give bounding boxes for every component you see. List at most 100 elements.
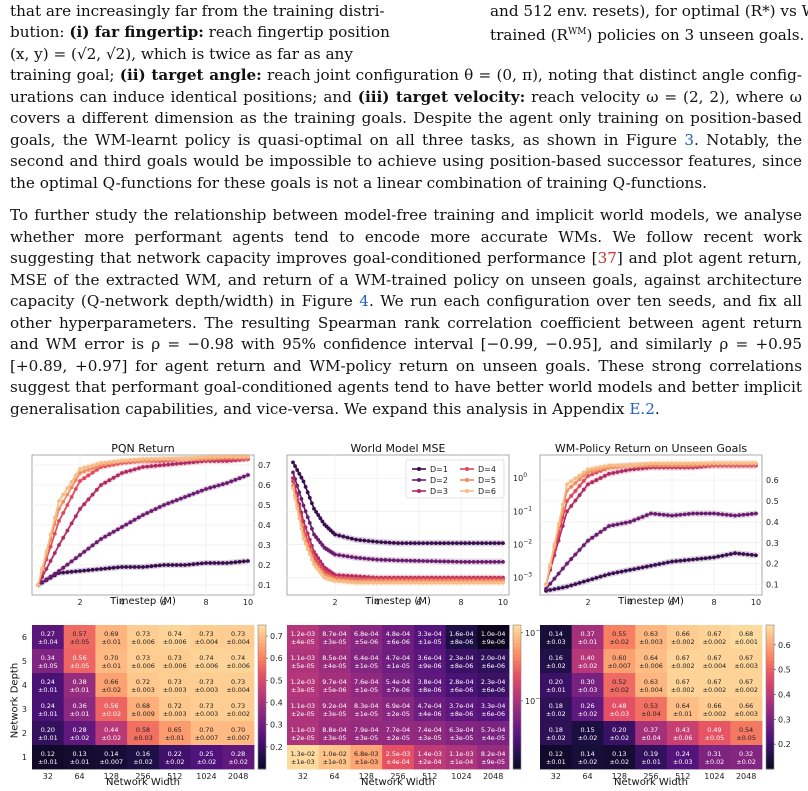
data-point — [733, 551, 737, 556]
cell-value: 8.8e-04 — [322, 726, 347, 734]
heatmap-cell — [445, 697, 478, 722]
data-point — [674, 461, 679, 466]
data-point — [237, 476, 242, 481]
data-point — [716, 461, 721, 466]
data-point — [73, 478, 78, 483]
data-point — [295, 468, 300, 472]
colorbar-segment — [513, 650, 521, 655]
colorbar-label: 0.2 — [778, 740, 791, 749]
figure-link[interactable]: 4 — [359, 292, 369, 310]
data-point — [166, 563, 171, 567]
data-point — [632, 518, 637, 523]
heatmap-cell — [63, 697, 96, 722]
cell-value: 0.56 — [72, 654, 86, 662]
heatmap-cell — [127, 673, 160, 698]
colorbar-label: 0.5 — [778, 666, 791, 675]
heatmap-cell — [540, 649, 573, 674]
cell-value: 0.73 — [136, 654, 150, 662]
data-point — [318, 516, 323, 521]
heatmap-cell — [698, 649, 731, 674]
cell-error: ±0.003 — [163, 710, 187, 718]
data-point — [153, 507, 158, 511]
colorbar-segment — [513, 747, 521, 752]
heatmap-cell — [413, 625, 446, 650]
data-point — [379, 557, 384, 562]
data-point — [707, 511, 712, 516]
colorbar-segment — [258, 668, 266, 673]
data-point — [349, 574, 354, 578]
cell-error: ±0.006 — [639, 662, 663, 670]
heatmap-cell — [127, 721, 160, 746]
data-point — [174, 563, 179, 567]
colorbar-segment — [513, 700, 521, 705]
data-point — [569, 557, 574, 561]
data-point — [220, 561, 225, 565]
cell-error: ±0.01 — [546, 758, 566, 766]
appendix-link[interactable]: E.2 — [629, 400, 655, 418]
figure-link[interactable]: 3 — [684, 131, 694, 149]
heatmap-cell — [730, 625, 763, 650]
text-line: the optimal Q-functions for these goals … — [10, 174, 707, 192]
data-point — [94, 467, 99, 472]
data-point — [560, 524, 565, 528]
data-point — [754, 511, 758, 516]
cell-value: 0.14 — [580, 750, 594, 758]
data-point — [475, 559, 480, 564]
x-tick-label: 2 — [332, 598, 337, 607]
data-point — [291, 479, 295, 484]
y-tick-label: 1 — [22, 753, 27, 762]
colorbar-segment — [258, 747, 266, 752]
data-point — [341, 579, 346, 584]
cell-error: ±0.02 — [736, 758, 756, 766]
legend-label: D=4 — [478, 465, 496, 474]
colorbar-segment — [766, 664, 774, 669]
data-point — [665, 461, 670, 466]
heatmap-cell — [158, 673, 191, 698]
data-point — [358, 538, 363, 542]
data-point — [665, 513, 670, 518]
cell-value: 0.36 — [72, 702, 86, 710]
data-point — [602, 464, 607, 469]
heatmap-cell — [635, 625, 668, 650]
data-point — [52, 571, 57, 576]
legend-marker — [465, 478, 469, 482]
cell-error: ±0.004 — [703, 662, 727, 670]
data-point — [174, 461, 179, 466]
data-point — [301, 536, 306, 541]
cell-error: ±0.02 — [578, 710, 598, 718]
data-point — [183, 495, 187, 499]
data-point — [695, 557, 700, 561]
data-point — [484, 559, 489, 564]
cell-error: ±6e-06 — [481, 710, 505, 718]
cell-error: ±7e-06 — [386, 686, 410, 694]
data-point — [162, 457, 166, 461]
cell-value: 0.73 — [168, 654, 182, 662]
cell-value: 0.67 — [676, 654, 690, 662]
data-point — [103, 460, 108, 465]
data-point — [581, 473, 586, 478]
cell-error: ±1e-05 — [418, 638, 442, 646]
data-point — [695, 461, 700, 466]
x-tick-label: 2 — [77, 598, 82, 607]
data-point — [157, 457, 162, 461]
x-axis-label: Network Width — [106, 777, 180, 788]
cell-value: 3.6e-04 — [417, 654, 442, 662]
data-point — [237, 559, 242, 564]
colorbar-segment — [258, 740, 266, 745]
citation-link[interactable]: 37 — [597, 249, 617, 267]
colorbar-segment — [766, 635, 774, 640]
data-point — [598, 476, 603, 480]
cell-value: 0.72 — [168, 702, 182, 710]
data-point — [573, 481, 578, 485]
data-point — [556, 571, 561, 576]
data-point — [644, 564, 649, 569]
data-point — [48, 559, 53, 563]
cell-value: 0.22 — [168, 750, 182, 758]
data-point — [166, 462, 171, 467]
cell-value: 0.74 — [199, 654, 213, 662]
cell-error: ±0.002 — [734, 686, 758, 694]
heatmap-cell — [635, 745, 668, 770]
x-tick-label: 1024 — [451, 772, 471, 781]
heatmap-cell — [603, 673, 636, 698]
colorbar-label: 0.5 — [270, 676, 283, 685]
